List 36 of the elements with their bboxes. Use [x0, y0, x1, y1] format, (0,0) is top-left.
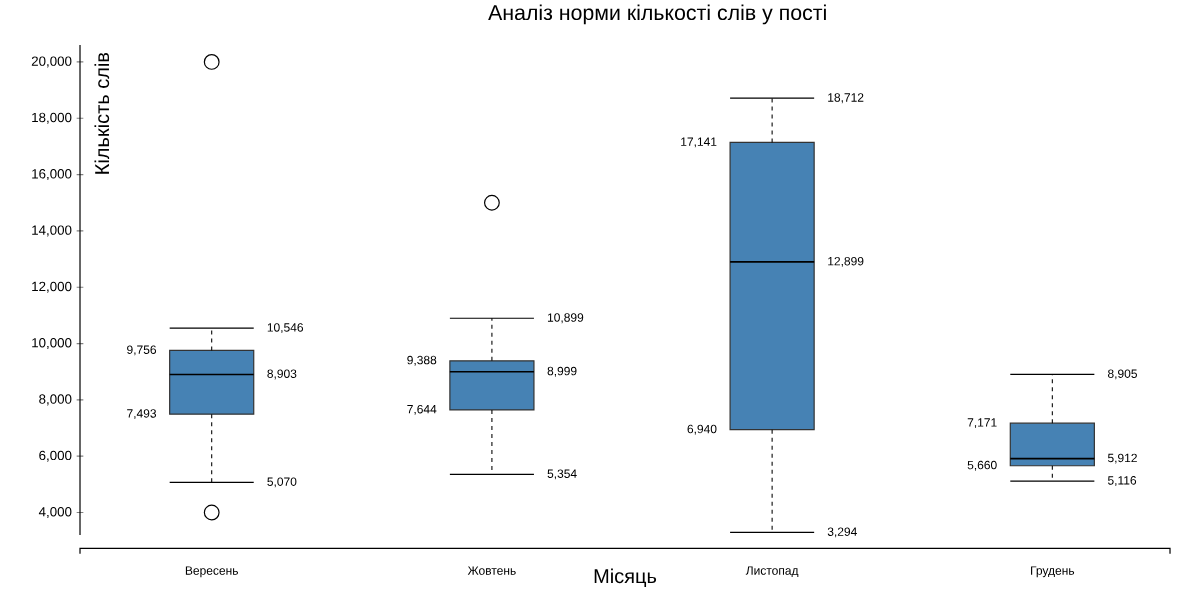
annotation: 8,999	[547, 366, 577, 377]
y-tick-label: 18,000	[32, 112, 72, 124]
annotation: 3,294	[827, 527, 857, 538]
annotation: 18,712	[828, 93, 864, 103]
annotation: 8,905	[1108, 369, 1137, 380]
annotation: 5,354	[547, 469, 577, 480]
annotation: 7,644	[407, 404, 437, 415]
x-tick-label: Листопад	[745, 566, 799, 577]
annotation: 9,756	[127, 345, 157, 356]
y-tick-label: 16,000	[32, 168, 72, 180]
annotation: 5,070	[267, 477, 297, 488]
annotation: 8,903	[267, 369, 297, 380]
annotation: 7,493	[127, 409, 157, 419]
x-axis-title: Місяць	[594, 568, 657, 587]
x-tick-label: Грудень	[1031, 566, 1075, 577]
y-tick-label: 8,000	[39, 394, 72, 406]
x-tick-label: Вересень	[185, 566, 238, 577]
y-tick-label: 4,000	[38, 506, 72, 518]
y-tick-label: 10,000	[32, 337, 72, 349]
x-tick-label: Жовтень	[467, 566, 516, 575]
y-tick-label: 14,000	[32, 225, 72, 237]
y-tick-label: 20,000	[31, 56, 72, 68]
y-axis-title: Кількість слів	[94, 52, 110, 174]
annotation: 7,171	[967, 418, 997, 428]
annotation: 10,546	[267, 323, 304, 333]
annotation: 9,388	[407, 355, 437, 366]
annotation: 12,899	[828, 256, 864, 267]
annotation: 5,912	[1107, 453, 1137, 464]
y-tick-label: 12,000	[32, 281, 72, 293]
annotation: 17,141	[681, 137, 717, 148]
annotation: 10,899	[547, 313, 584, 323]
annotation: 6,940	[687, 424, 717, 435]
y-tick-label: 6,000	[39, 450, 72, 462]
chart-title: Аналіз норми кількості слів у пості	[488, 4, 826, 25]
annotation: 5,660	[967, 460, 997, 471]
annotation: 5,116	[1107, 475, 1137, 486]
